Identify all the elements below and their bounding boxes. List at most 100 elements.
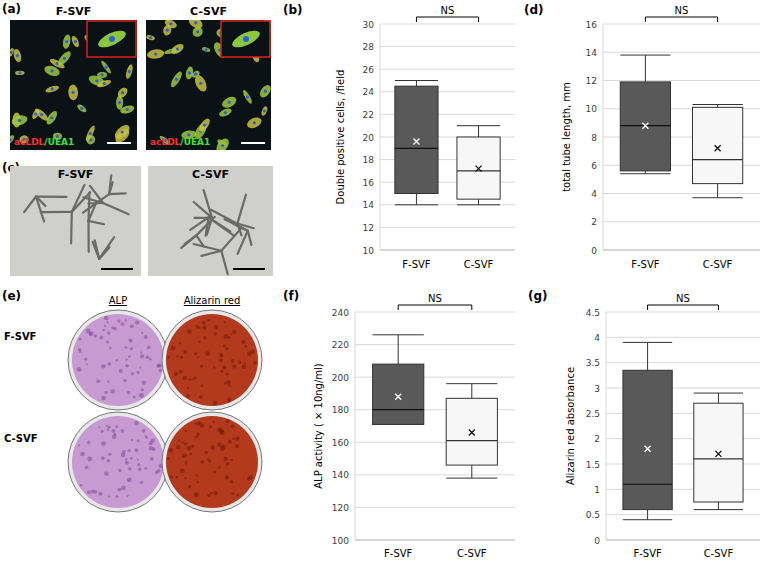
- image-bg: [10, 166, 141, 276]
- stain-speck: [247, 477, 251, 481]
- category-label: F-SVF: [633, 548, 662, 559]
- stain-speck: [241, 340, 245, 344]
- stain-speck: [192, 378, 194, 380]
- stain-speck: [220, 446, 225, 451]
- nucleus: [224, 111, 227, 114]
- nucleus: [10, 51, 13, 54]
- stain-speck: [171, 346, 176, 351]
- stain-speck: [150, 457, 154, 461]
- brightfield-image: C-SVF: [148, 166, 273, 276]
- cell: [31, 108, 41, 120]
- inset-nucleus: [109, 36, 115, 42]
- stain-speck: [194, 492, 199, 497]
- category-label: C-SVF: [703, 259, 733, 270]
- stain-speck: [121, 322, 125, 326]
- category-label: F-SVF: [631, 259, 660, 270]
- box: [373, 364, 424, 424]
- tube: [109, 182, 113, 194]
- stain-speck: [226, 373, 229, 376]
- stain-speck: [209, 425, 212, 428]
- nucleus: [51, 88, 54, 91]
- stain-speck: [227, 398, 232, 403]
- whisker: [471, 384, 472, 399]
- stain-speck: [182, 453, 187, 458]
- stain-part: /UEA1: [44, 137, 74, 147]
- column-header: Alizarin red: [184, 295, 241, 306]
- stain-speck: [142, 429, 146, 433]
- whisker-cap: [620, 173, 670, 174]
- cell: [169, 42, 185, 56]
- grid-line: [355, 507, 515, 508]
- nucleus: [149, 36, 152, 39]
- row-label: F-SVF: [4, 331, 36, 342]
- category-label: C-SVF: [457, 548, 487, 559]
- mean-marker: [395, 394, 401, 400]
- significance-label: NS: [428, 293, 442, 304]
- stain-speck: [137, 439, 140, 442]
- axis-line: [606, 312, 607, 540]
- stain-speck: [205, 351, 210, 356]
- stain-speck: [223, 457, 227, 461]
- stain-label: acLDL/UEA1: [14, 137, 74, 147]
- well: [72, 314, 164, 406]
- stain-speck: [176, 445, 181, 450]
- box: [446, 398, 497, 465]
- stain-speck: [98, 426, 100, 428]
- stain-speck: [119, 369, 123, 373]
- stain-speck: [125, 346, 128, 349]
- stain-speck: [140, 352, 142, 354]
- whisker-cap: [692, 104, 742, 105]
- tick-label: 26: [363, 65, 375, 75]
- tick-label: 4: [591, 189, 597, 199]
- tube: [88, 203, 95, 221]
- nucleus: [63, 57, 66, 60]
- inset-nucleus: [243, 36, 249, 42]
- nucleus: [246, 95, 249, 98]
- stain-speck: [230, 458, 233, 461]
- stain-speck: [101, 396, 106, 401]
- tick-label: 0.5: [586, 510, 600, 520]
- whisker-cap: [446, 478, 497, 479]
- stain-speck: [201, 384, 204, 387]
- grid-line: [355, 540, 515, 541]
- nucleus: [50, 69, 53, 72]
- stain-speck: [103, 329, 106, 332]
- cell: [112, 122, 132, 141]
- mean-marker: [469, 430, 475, 436]
- cell: [76, 103, 88, 114]
- stain-speck: [101, 456, 105, 460]
- stain-speck: [135, 320, 139, 324]
- mean-marker: [413, 139, 419, 145]
- category-label: C-SVF: [464, 259, 494, 270]
- whisker: [647, 510, 648, 520]
- grid-line: [606, 362, 760, 363]
- whisker-cap: [457, 125, 500, 126]
- stain-speck: [226, 419, 230, 423]
- stain-speck: [76, 367, 81, 372]
- stain-speck: [230, 480, 233, 483]
- tube: [194, 244, 222, 251]
- scale-bar: [233, 268, 265, 270]
- tick-label: 28: [363, 42, 375, 52]
- stain-speck: [122, 450, 126, 454]
- stain-speck: [84, 358, 87, 361]
- well-rim: [162, 412, 262, 512]
- stain-speck: [149, 358, 151, 360]
- whisker-cap: [623, 519, 672, 520]
- image-bg: [148, 166, 273, 276]
- tick-label: 200: [332, 373, 349, 383]
- well: [166, 314, 258, 406]
- tube: [181, 235, 196, 248]
- stain-speck: [207, 458, 209, 460]
- stain-speck: [128, 339, 132, 343]
- image-title: F-SVF: [56, 5, 92, 18]
- stain-speck: [96, 379, 100, 383]
- stain-speck: [182, 456, 184, 458]
- stain-speck: [199, 395, 203, 399]
- stain-speck: [126, 495, 128, 497]
- nucleus: [101, 73, 104, 76]
- significance-bracket: [416, 17, 478, 22]
- tube: [238, 231, 248, 254]
- grid-line: [355, 312, 515, 313]
- median-line: [694, 458, 743, 459]
